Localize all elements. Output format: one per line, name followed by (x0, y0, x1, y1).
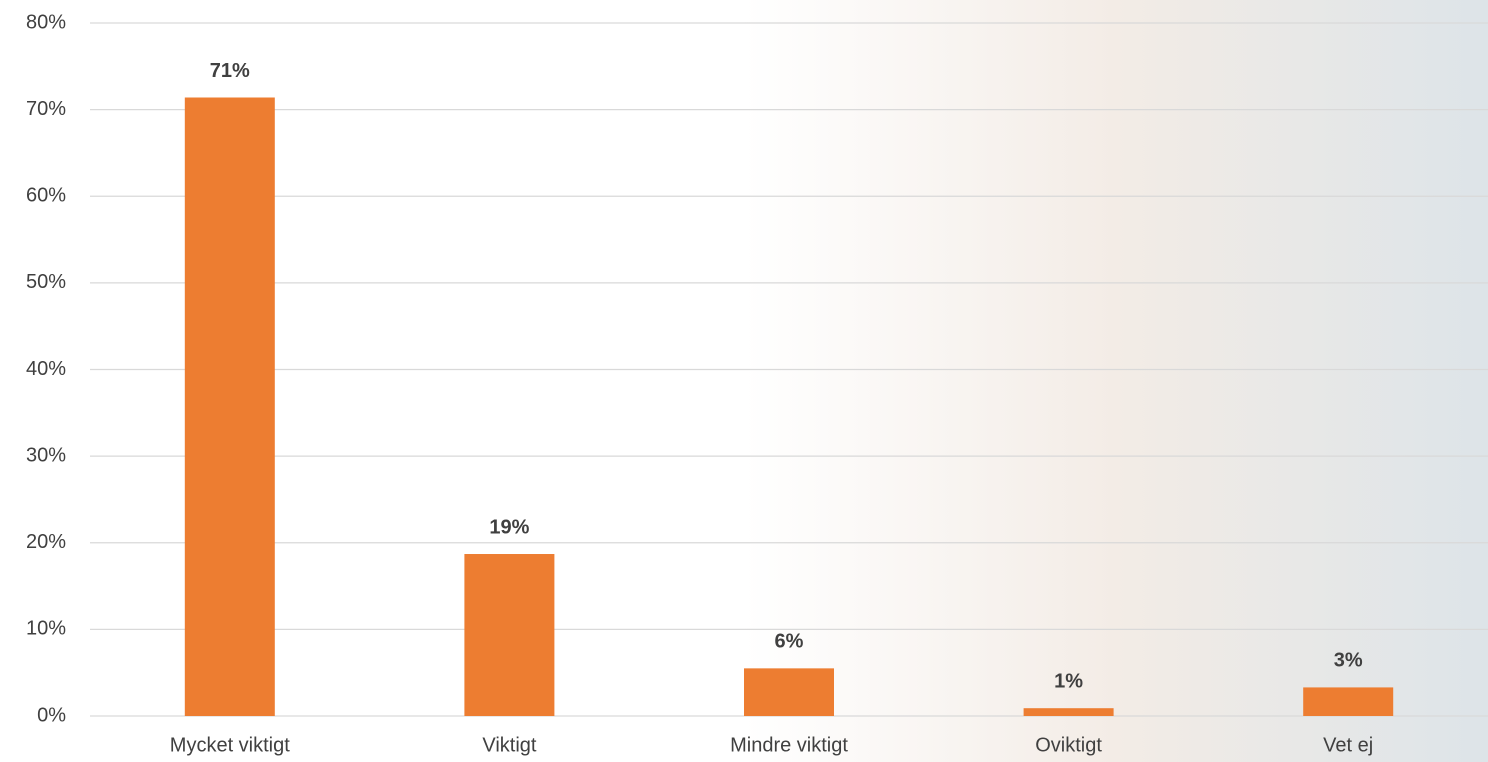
bar (1023, 708, 1114, 716)
x-tick-label: Viktigt (482, 734, 537, 756)
y-tick-label: 70% (26, 98, 66, 120)
y-tick-label: 80% (26, 11, 66, 33)
bar (464, 554, 555, 716)
y-tick-label: 60% (26, 185, 66, 207)
bar (1303, 687, 1394, 716)
y-tick-label: 0% (37, 704, 66, 726)
x-tick-label: Vet ej (1323, 734, 1373, 756)
value-label: 3% (1334, 650, 1363, 672)
x-tick-label: Mycket viktigt (170, 734, 290, 756)
bar (184, 97, 275, 716)
x-tick-label: Mindre viktigt (730, 734, 848, 756)
y-tick-label: 20% (26, 531, 66, 553)
value-label: 71% (210, 60, 250, 82)
x-tick-label: Oviktigt (1035, 734, 1102, 756)
value-label: 19% (489, 516, 529, 538)
y-tick-label: 10% (26, 618, 66, 640)
y-tick-label: 30% (26, 444, 66, 466)
bar (744, 668, 834, 716)
y-tick-label: 50% (26, 271, 66, 293)
value-label: 6% (775, 631, 804, 653)
y-tick-label: 40% (26, 358, 66, 380)
value-label: 1% (1054, 670, 1083, 692)
